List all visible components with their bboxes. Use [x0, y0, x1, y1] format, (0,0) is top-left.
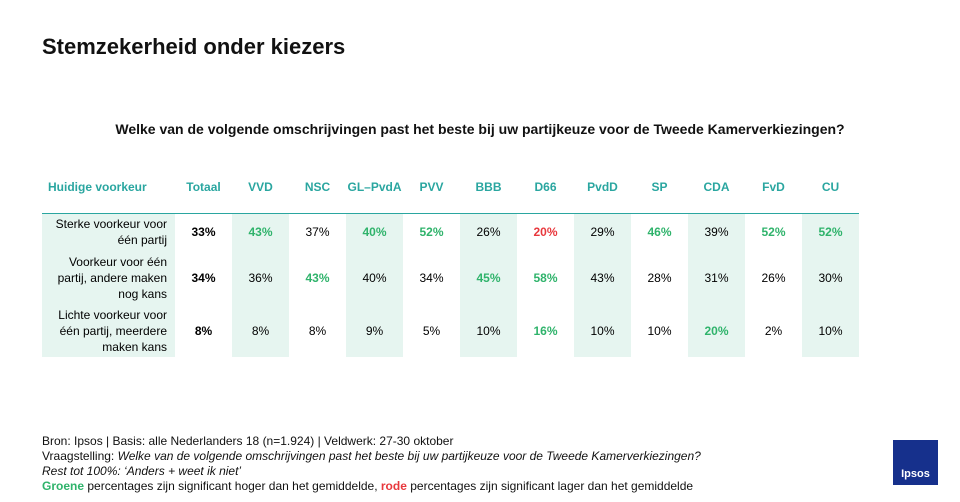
cell: 43% — [305, 270, 330, 285]
column-header: FvD — [745, 176, 802, 214]
cell: 30% — [802, 250, 859, 305]
cell: 31% — [688, 250, 745, 305]
red-word: rode — [380, 479, 407, 493]
row-label: Lichte voorkeur voor één partij, meerder… — [42, 305, 175, 357]
cell: 10% — [460, 305, 517, 357]
cell: 10% — [647, 324, 672, 338]
cell: 36% — [232, 250, 289, 305]
column-header: Totaal — [175, 176, 232, 214]
column-header: SP — [631, 176, 688, 214]
header-row: Huidige voorkeur Totaal VVD NSC GL–PvdA PVV BB… — [42, 176, 859, 214]
column-header: PvdD — [574, 176, 631, 214]
column-header: CDA — [688, 176, 745, 214]
cell: 8% — [194, 324, 213, 338]
cell: 58% — [533, 270, 558, 285]
cell: 26% — [460, 213, 517, 250]
cell: 29% — [574, 213, 631, 250]
cell: 43% — [232, 213, 289, 250]
cell: 45% — [460, 250, 517, 305]
footer: Bron: Ipsos | Basis: alle Nederlanders 1… — [42, 434, 701, 494]
cell: 5% — [422, 324, 441, 338]
table-body: Sterke voorkeur voor één partij 33% 43% 37%… — [42, 213, 859, 357]
cell: 10% — [574, 305, 631, 357]
rest-text: Rest tot 100%: ‘Anders + weet ik niet’ — [42, 464, 242, 478]
cell: 8% — [232, 305, 289, 357]
cell: 16% — [533, 324, 558, 338]
rest-note: Rest tot 100%: ‘Anders + weet ik niet’ — [42, 464, 701, 479]
cell: 9% — [346, 305, 403, 357]
cell: 33% — [191, 224, 216, 239]
source: Bron: Ipsos | Basis: alle Nederlanders 1… — [42, 434, 454, 448]
cell: 2% — [764, 324, 783, 338]
row-label: Sterke voorkeur voor één partij — [42, 213, 175, 250]
cell: 39% — [688, 213, 745, 250]
cell: 28% — [647, 270, 672, 285]
question: Welke van de volgende omschrijvingen pas… — [115, 121, 845, 137]
column-header: BBB — [460, 176, 517, 214]
note-label: Vraagstelling: — [42, 449, 118, 463]
cell: 20% — [533, 224, 558, 239]
green-word: Groene — [42, 479, 85, 493]
column-header: Huidige voorkeur — [42, 176, 175, 214]
cell: 8% — [308, 324, 327, 338]
cell: 10% — [802, 305, 859, 357]
legend-note: Groene percentages zijn significant hoge… — [42, 479, 701, 494]
table-row: Sterke voorkeur voor één partij 33% 43% 37%… — [42, 213, 859, 250]
cell: 40% — [346, 213, 403, 250]
table-row: Voorkeur voor één partij, andere maken n… — [42, 250, 859, 305]
slide-title: Stemzekerheid onder kiezers — [42, 34, 346, 59]
note-text: Welke van de volgende omschrijvingen pas… — [117, 449, 701, 463]
cell: 40% — [346, 250, 403, 305]
legend-text: percentages zijn significant hoger dan h… — [84, 479, 381, 493]
cell: 34% — [191, 270, 216, 285]
column-header: VVD — [232, 176, 289, 214]
results-table: Huidige voorkeur Totaal VVD NSC GL–PvdA PVV BB… — [42, 176, 859, 357]
cell: 26% — [761, 270, 786, 285]
table-row: Lichte voorkeur voor één partij, meerder… — [42, 305, 859, 357]
question-note: Vraagstelling: Welke van de volgende oms… — [42, 449, 701, 464]
column-header: GL–PvdA — [346, 176, 403, 214]
column-header: CU — [802, 176, 859, 214]
cell: 20% — [688, 305, 745, 357]
cell: 52% — [761, 224, 786, 239]
cell: 43% — [574, 250, 631, 305]
row-label: Voorkeur voor één partij, andere maken n… — [42, 250, 175, 305]
column-header: NSC — [289, 176, 346, 214]
legend-text: percentages zijn significant lager dan h… — [406, 479, 694, 493]
cell: 46% — [647, 224, 672, 239]
logo: Ipsos — [893, 440, 938, 485]
cell: 34% — [419, 270, 444, 285]
column-header: PVV — [403, 176, 460, 214]
cell: 52% — [419, 224, 444, 239]
column-header: D66 — [517, 176, 574, 214]
cell: 37% — [305, 224, 330, 239]
cell: 52% — [802, 213, 859, 250]
